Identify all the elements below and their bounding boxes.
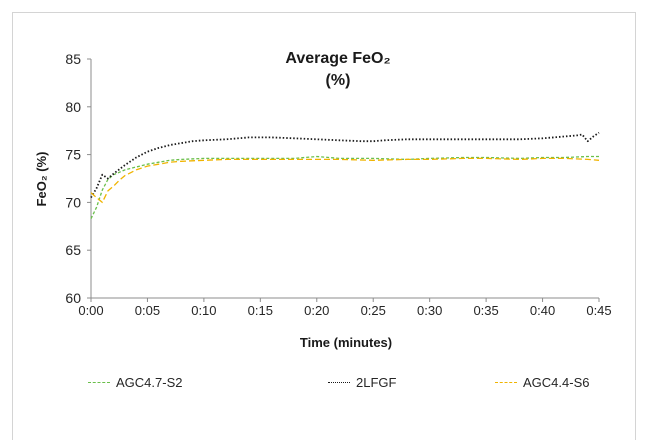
y-axis-title: FeO₂ (%): [34, 152, 49, 207]
chart-title: Average FeO₂: [285, 50, 390, 67]
chart-title-line2: (%): [326, 72, 351, 89]
legend-swatch: [495, 382, 517, 383]
chart-legend: AGC4.7-S2 2LFGF AGC4.4-S6: [0, 375, 648, 399]
legend-item-2lfgf: 2LFGF: [328, 375, 396, 390]
legend-item-agc4-4-s6: AGC4.4-S6: [495, 375, 589, 390]
x-tick-label: 0:40: [530, 303, 555, 318]
legend-swatch: [88, 382, 110, 383]
y-tick-label: 85: [65, 51, 81, 67]
x-tick-label: 0:05: [135, 303, 160, 318]
x-tick-label: 0:30: [417, 303, 442, 318]
x-tick-label: 0:45: [586, 303, 611, 318]
series-line-agc4-7-s2: [90, 155, 599, 219]
y-tick-label: 75: [65, 147, 81, 163]
x-tick-label: 0:15: [248, 303, 273, 318]
x-tick-label: 0:20: [304, 303, 329, 318]
x-tick-label: 0:00: [78, 303, 103, 318]
y-tick-label: 65: [65, 242, 81, 258]
legend-label: AGC4.7-S2: [116, 375, 183, 390]
chart-frame: [12, 12, 636, 440]
x-tick-label: 0:25: [361, 303, 386, 318]
legend-label: AGC4.4-S6: [523, 375, 590, 390]
legend-swatch: [328, 382, 350, 383]
chart-title-text: Average FeO₂: [285, 50, 390, 67]
x-tick-label: 0:10: [191, 303, 216, 318]
y-tick-label: 70: [65, 194, 81, 210]
legend-label: 2LFGF: [356, 375, 397, 390]
series-line-agc4-4-s6: [90, 157, 600, 204]
legend-item-agc4-7-s2: AGC4.7-S2: [88, 375, 182, 390]
y-tick-label: 60: [65, 290, 81, 306]
series-line-2lfgf: [90, 131, 600, 199]
x-axis-title: Time (minutes): [300, 335, 392, 350]
y-tick-label: 80: [65, 99, 81, 115]
x-tick-label: 0:35: [473, 303, 498, 318]
